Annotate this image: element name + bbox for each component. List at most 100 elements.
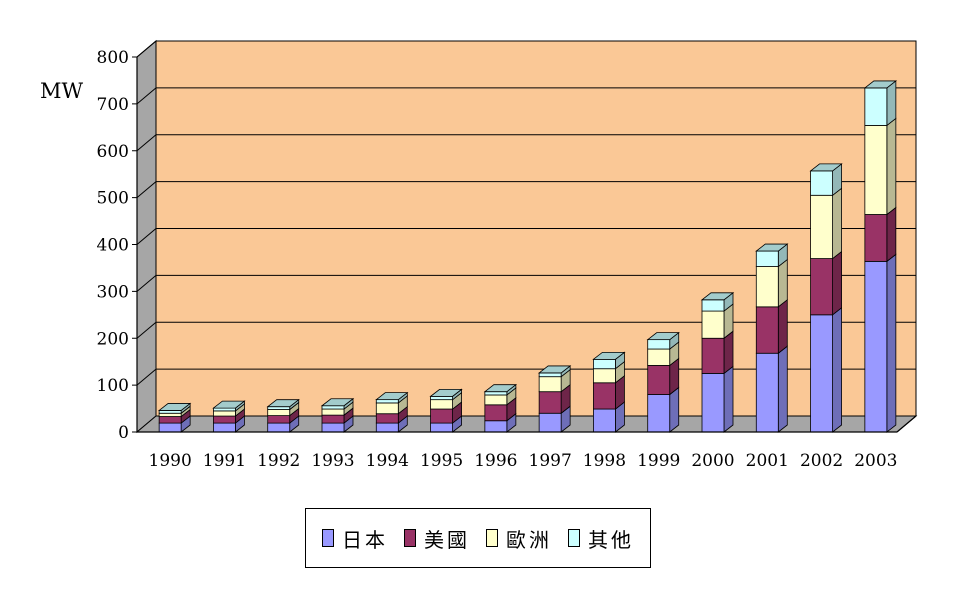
bar-segment [213,415,236,424]
bar-segment [701,310,725,339]
bar-top [429,388,463,397]
gridline-side [136,368,157,386]
bar-segment-side [832,250,842,316]
bar-segment [647,394,671,433]
y-tick-label: 100 [97,376,129,396]
bar-segment-side [886,80,897,127]
bar-stack [863,80,898,433]
bar-segment [267,415,291,424]
x-tick-label: 2002 [800,451,843,471]
bar-segment [538,372,562,378]
legend-item-japan: 日本 [322,524,388,553]
bar-stack [646,331,680,433]
legend-swatch-usa [404,529,416,547]
bar-segment-side [777,345,788,433]
bar-segment [755,352,779,433]
gridlines [132,40,916,433]
bar-segment [701,299,725,312]
bar-stack [483,383,518,433]
bar-segment [810,258,833,316]
chart-walls [135,39,918,434]
bar-stack [266,398,300,433]
bar-segment [375,422,399,433]
bar-segment [647,339,671,350]
legend-label-usa: 美國 [424,527,470,552]
x-tick-label: 1991 [203,451,246,471]
bar-top [157,403,192,411]
bar-segment [158,416,182,424]
bar-segment [430,395,453,401]
y-tick-label: 300 [97,282,129,302]
y-tick-label: 500 [97,189,129,209]
x-tick-label: 2003 [854,451,897,471]
legend-label-other: 其他 [588,527,634,552]
bar-segment-side [777,299,788,355]
x-tick-labels: 1990 1991 1992 1993 1994 1995 1996 1997 1998 1999… [149,451,898,471]
y-tick-label: 400 [97,236,129,256]
x-tick-label: 1992 [257,451,300,471]
floor [135,415,918,433]
bar-segment [158,410,182,414]
bar-stack [537,365,572,433]
bar-segment [701,373,725,433]
bar-stack [212,400,246,433]
bar-segment-side [886,206,897,263]
y-tick-label: 800 [97,48,129,68]
y-tick-label: 600 [97,142,129,162]
x-tick-label: 1999 [637,451,680,471]
bar-segment [158,422,182,433]
bar-stack [157,402,192,433]
gridline-side [136,87,157,105]
legend-swatch-japan [322,529,334,547]
bar-segment [810,170,833,196]
bar-stack [755,243,789,433]
bar-segment [864,260,888,433]
bar-segment [321,405,345,410]
axes [136,57,917,433]
bar-segment-side [777,258,788,308]
bar-segment [375,399,399,404]
bar-top [320,398,355,407]
bar-segment [484,404,508,422]
bar-segment [267,422,291,433]
bar-segment [755,306,779,354]
x-tick-label: 1995 [420,451,463,471]
x-tick-label: 1993 [311,451,354,471]
bar-segment [375,402,399,415]
bar-stack [700,291,735,433]
bar-top [592,351,626,360]
bar-stack [375,391,409,433]
bar-segment [213,422,236,433]
gridline-side [136,134,157,152]
bar-segment [484,420,508,433]
bar-segment [538,376,562,393]
bar-segment [538,412,562,433]
x-tick-label: 1994 [366,451,409,471]
bar-segment-side [886,253,897,433]
x-tick-label: 2001 [746,451,789,471]
legend-label-europe: 歐洲 [506,527,552,552]
bars [157,80,898,433]
bar-segment-side [832,187,842,260]
bar-segment [213,407,236,412]
bar-segment-side [832,306,842,433]
bar-top [483,384,518,393]
legend-label-japan: 日本 [342,527,388,552]
bar-segment [864,125,888,215]
gridline-side [136,321,157,339]
bar-top [863,80,898,89]
bar-segment [321,422,345,433]
legend-swatch-other [568,529,580,547]
x-tick-label: 2000 [691,451,734,471]
bar-segment [593,408,616,433]
bar-segment [647,348,671,366]
bar-segment [484,394,508,406]
bar-segment [810,194,833,259]
bar-top [212,400,246,409]
bar-segment [538,391,562,414]
bar-segment [267,409,291,416]
bar-segment [213,410,236,417]
bar-stack [592,351,626,433]
bar-segment [755,250,779,267]
